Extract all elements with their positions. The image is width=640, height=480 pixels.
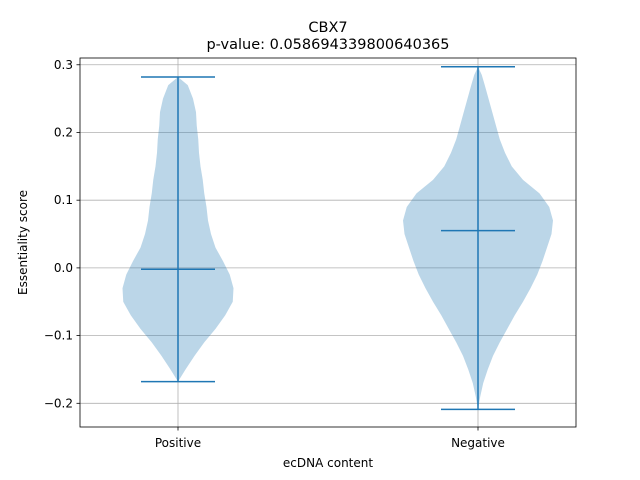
y-tick-label: 0.1 [54,193,73,207]
y-tick-label: 0.0 [54,261,73,275]
y-tick-label: 0.3 [54,58,73,72]
y-tick-label: 0.2 [54,125,73,139]
x-tick-label: Positive [155,436,201,450]
x-tick-label: Negative [451,436,505,450]
y-tick-label: −0.2 [44,396,73,410]
x-axis-label: ecDNA content [283,456,373,470]
plot-frame [79,57,577,428]
tick-layer: −0.2 −0.1 0.0 0.1 0.2 0.3 Positive Negative [44,58,505,450]
y-tick-label: −0.1 [44,329,73,343]
y-axis-label: Essentiality score [16,190,30,295]
chart-subtitle: p-value: 0.058694339800640365 [206,37,449,53]
chart-title: CBX7 [308,20,347,36]
violin-layer [122,66,553,411]
